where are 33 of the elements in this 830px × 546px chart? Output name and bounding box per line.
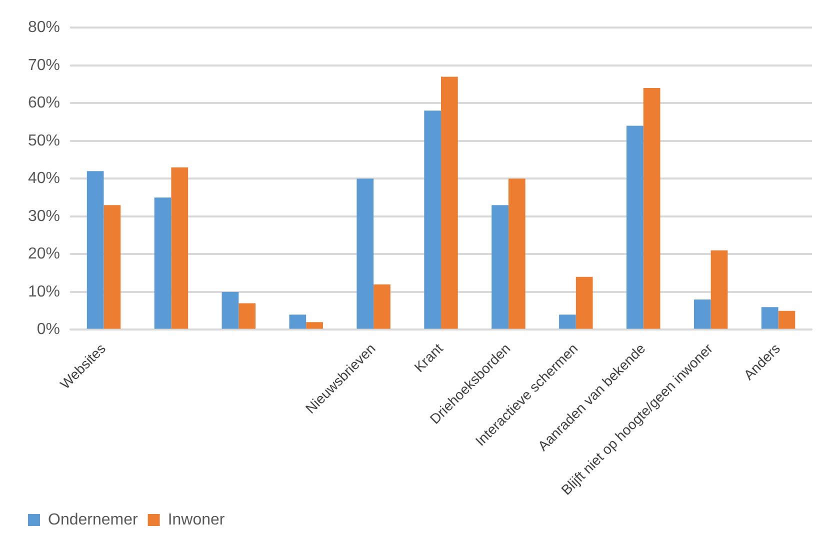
bar bbox=[86, 171, 104, 329]
y-tick-label: 0% bbox=[36, 321, 60, 338]
bar bbox=[238, 303, 256, 329]
bar bbox=[154, 198, 172, 329]
y-tick-label: 80% bbox=[28, 19, 60, 36]
bar bbox=[374, 284, 390, 329]
bar bbox=[778, 310, 796, 329]
y-tick-label: 60% bbox=[28, 94, 60, 112]
bar bbox=[694, 300, 711, 329]
bar bbox=[306, 322, 323, 329]
bar bbox=[508, 178, 526, 329]
bar bbox=[761, 307, 778, 329]
bar bbox=[171, 167, 188, 329]
legend-label: Ondernemer bbox=[48, 511, 138, 528]
bar bbox=[289, 314, 306, 329]
bar bbox=[576, 276, 593, 329]
bar bbox=[559, 314, 576, 329]
y-tick-label: 20% bbox=[28, 246, 60, 263]
bar bbox=[710, 250, 728, 329]
y-tick-label: 70% bbox=[28, 56, 60, 74]
bar bbox=[222, 292, 239, 329]
y-tick-label: 50% bbox=[28, 132, 60, 150]
bar bbox=[441, 76, 458, 329]
bar bbox=[424, 110, 442, 329]
bar bbox=[356, 178, 374, 329]
legend-label: Inwoner bbox=[168, 511, 226, 528]
y-tick-label: 30% bbox=[28, 208, 60, 225]
bar bbox=[104, 205, 121, 329]
bar bbox=[643, 88, 660, 329]
y-tick-label: 10% bbox=[28, 283, 60, 300]
y-tick-label: 40% bbox=[28, 170, 60, 188]
bar bbox=[492, 205, 508, 329]
bar bbox=[626, 126, 644, 329]
